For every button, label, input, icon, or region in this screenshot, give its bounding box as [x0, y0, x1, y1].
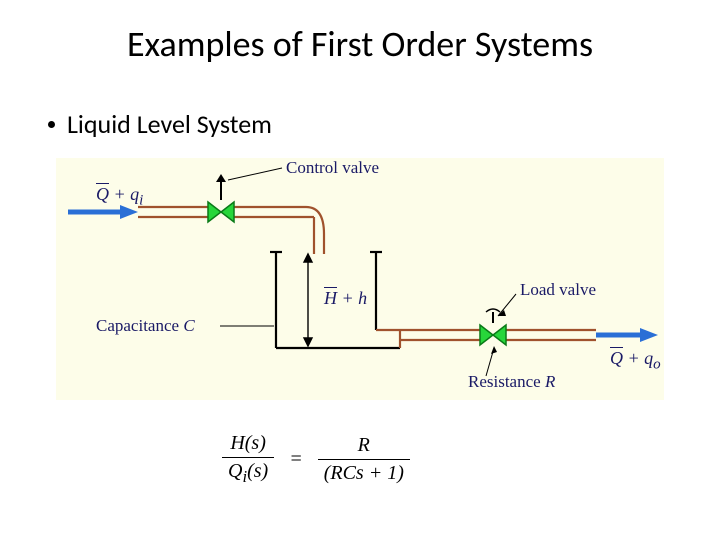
- control-valve-leader: [228, 168, 282, 180]
- label-load-valve: Load valve: [520, 280, 596, 300]
- bullet-dot: [48, 121, 55, 128]
- resistance-leader-arrow: [491, 346, 497, 354]
- control-valve-icon: [208, 174, 234, 222]
- label-H-h: H + h: [324, 288, 367, 309]
- label-Q-in: Q + qi: [96, 184, 143, 210]
- outflow-arrow: [596, 328, 658, 342]
- load-valve-leader: [498, 294, 516, 316]
- label-Q-out: Q + qo: [610, 348, 661, 374]
- label-control-valve: Control valve: [286, 158, 379, 178]
- bullet-text: Liquid Level System: [67, 108, 272, 140]
- label-capacitance: Capacitance C: [96, 316, 195, 336]
- label-resistance: Resistance R: [468, 372, 555, 392]
- level-indicator: [304, 254, 312, 346]
- transfer-function-equation: H(s) Qi(s) = R (RCs + 1): [222, 432, 410, 487]
- liquid-level-diagram: [56, 158, 664, 400]
- bullet-liquid-level: Liquid Level System: [48, 108, 272, 140]
- slide-title: Examples of First Order Systems: [0, 22, 720, 66]
